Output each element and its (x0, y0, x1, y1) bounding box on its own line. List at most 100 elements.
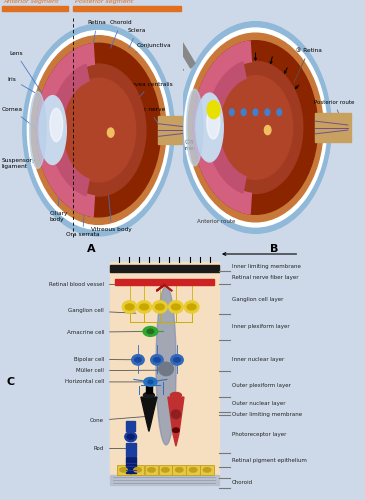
Wedge shape (193, 41, 251, 214)
Text: Choroid: Choroid (110, 20, 132, 48)
Text: Outer nuclear layer: Outer nuclear layer (232, 400, 285, 406)
Circle shape (51, 64, 146, 196)
Text: Fovea centralis: Fovea centralis (112, 82, 173, 130)
Circle shape (155, 304, 164, 310)
Text: Retina: Retina (88, 20, 106, 52)
Text: Inner nuclear layer: Inner nuclear layer (232, 357, 284, 362)
Text: Retinal nerve fiber layer: Retinal nerve fiber layer (232, 276, 298, 280)
Text: Outer limiting membrane: Outer limiting membrane (232, 412, 302, 417)
Text: Ganglion cell: Ganglion cell (68, 308, 136, 314)
Text: Outer plexiform layer: Outer plexiform layer (232, 382, 291, 388)
Bar (146, 386, 152, 393)
Bar (126, 457, 136, 473)
Ellipse shape (159, 362, 173, 376)
Text: Vitreous body: Vitreous body (91, 161, 132, 232)
Circle shape (135, 358, 141, 362)
Text: Suspensory
ligament: Suspensory ligament (2, 154, 52, 168)
Wedge shape (207, 62, 246, 193)
Ellipse shape (172, 410, 180, 418)
Bar (145, 465, 158, 474)
Circle shape (264, 126, 271, 134)
Text: Lens: Lens (9, 51, 55, 112)
Text: Bipolar cell: Bipolar cell (74, 357, 143, 362)
Text: ③ Retina: ③ Retina (294, 48, 322, 82)
Ellipse shape (170, 392, 181, 398)
Circle shape (154, 358, 160, 362)
Polygon shape (141, 397, 157, 432)
Circle shape (127, 434, 134, 439)
Ellipse shape (171, 354, 183, 365)
Bar (126, 443, 136, 456)
Circle shape (253, 109, 258, 116)
Circle shape (188, 33, 323, 222)
Text: ① Iris: ① Iris (201, 104, 222, 128)
Circle shape (265, 109, 270, 116)
Circle shape (36, 43, 161, 217)
Circle shape (144, 378, 157, 386)
Ellipse shape (30, 92, 46, 168)
Ellipse shape (137, 301, 151, 313)
Ellipse shape (134, 468, 141, 472)
Bar (110, 475, 219, 486)
Ellipse shape (120, 468, 127, 472)
Ellipse shape (50, 108, 63, 142)
Bar (126, 421, 135, 431)
Text: B: B (270, 244, 278, 254)
Wedge shape (36, 44, 95, 216)
Bar (158, 465, 172, 474)
Ellipse shape (156, 286, 176, 445)
Wedge shape (50, 64, 89, 196)
Circle shape (172, 304, 180, 310)
Text: Photoreceptor layer: Photoreceptor layer (232, 432, 286, 437)
Text: Müller cell: Müller cell (76, 368, 165, 373)
Circle shape (107, 128, 114, 137)
Circle shape (140, 304, 149, 310)
Circle shape (193, 40, 318, 214)
Text: Retinal pigment epithelium: Retinal pigment epithelium (232, 458, 307, 463)
Bar (173, 465, 186, 474)
Text: Retinal blood vessel: Retinal blood vessel (49, 282, 128, 287)
Text: Cone: Cone (90, 416, 147, 423)
Ellipse shape (176, 468, 183, 472)
Polygon shape (168, 397, 184, 446)
Text: Choroid: Choroid (232, 480, 253, 486)
Text: Posterior route: Posterior route (314, 100, 354, 117)
Text: Horizontal cell: Horizontal cell (65, 380, 147, 384)
Bar (110, 266, 219, 272)
Circle shape (31, 36, 166, 224)
Text: Sclera: Sclera (128, 28, 146, 48)
Circle shape (207, 100, 220, 118)
Ellipse shape (125, 432, 137, 442)
Text: Anterior route: Anterior route (197, 220, 235, 224)
Ellipse shape (184, 301, 199, 313)
Ellipse shape (196, 93, 223, 162)
Ellipse shape (169, 301, 183, 313)
Bar (200, 465, 214, 474)
Text: Conjunctiva: Conjunctiva (136, 44, 172, 52)
Circle shape (184, 28, 327, 227)
Circle shape (61, 78, 136, 182)
Circle shape (187, 304, 196, 310)
Circle shape (277, 109, 282, 116)
Text: Ora serrata: Ora serrata (66, 208, 99, 237)
Bar (110, 262, 219, 486)
Text: Ciliary
body: Ciliary body (49, 180, 68, 222)
Ellipse shape (122, 301, 137, 313)
Ellipse shape (187, 89, 203, 166)
Ellipse shape (162, 468, 169, 472)
Text: A: A (87, 244, 96, 254)
Bar (187, 465, 200, 474)
Text: Amacrine cell: Amacrine cell (66, 330, 147, 334)
Circle shape (23, 24, 174, 236)
Text: Inner plexiform layer: Inner plexiform layer (232, 324, 289, 330)
Circle shape (218, 76, 293, 180)
Ellipse shape (143, 392, 154, 398)
Text: Cornea: Cornea (2, 107, 36, 128)
Circle shape (147, 329, 154, 334)
Bar (2, 6, 68, 12)
Text: Ganglion cell layer: Ganglion cell layer (232, 298, 283, 302)
Bar (117, 465, 130, 474)
Text: Optic nerve: Optic nerve (131, 107, 166, 128)
Ellipse shape (153, 301, 167, 313)
Circle shape (143, 326, 158, 336)
